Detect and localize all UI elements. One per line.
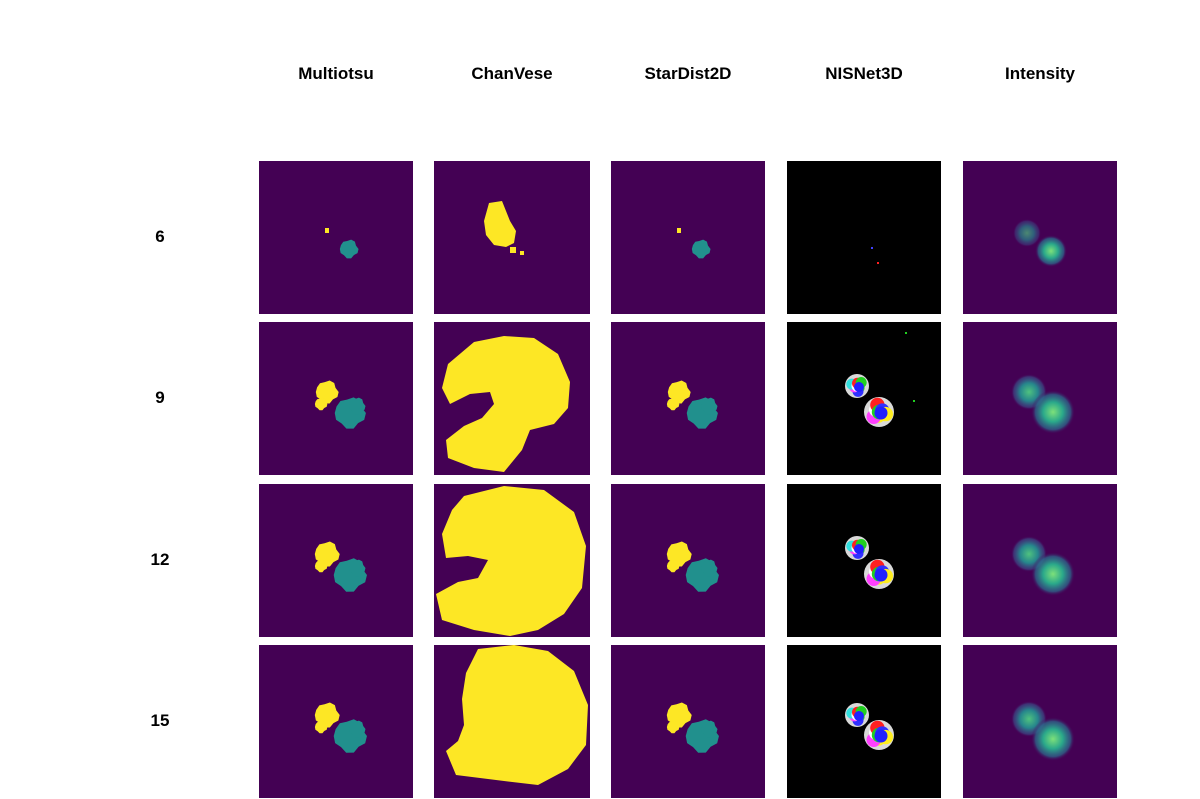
tile-image: [787, 322, 941, 475]
tile-intensity-row-6: [963, 161, 1117, 314]
tile-nisnet-row-15: [787, 645, 941, 798]
tile-chanvese-row-12: [434, 484, 590, 637]
tile-multiotsu-row-15: [259, 645, 413, 798]
tile-image: [611, 161, 765, 314]
tile-image: [259, 645, 413, 798]
tile-image: [611, 645, 765, 798]
tile-multiotsu-row-6: [259, 161, 413, 314]
column-header-nisnet3d: NISNet3D: [825, 64, 903, 83]
tile-intensity-row-15: [963, 645, 1117, 798]
tile-intensity-row-9: [963, 322, 1117, 475]
tile-image: [259, 161, 413, 314]
tile-image: [434, 484, 590, 637]
tile-image: [787, 161, 941, 314]
row-label-15: 15: [150, 711, 170, 730]
tile-image: [963, 161, 1117, 314]
tile-nisnet-row-6: [787, 161, 941, 314]
tile-image: [963, 322, 1117, 475]
tile-image: [259, 322, 413, 475]
tile-image: [434, 322, 590, 475]
tile-image: [963, 645, 1117, 798]
tile-chanvese-row-9: [434, 322, 590, 475]
tile-image: [434, 161, 590, 314]
tile-nisnet-row-12: [787, 484, 941, 637]
tile-stardist-row-12: [611, 484, 765, 637]
column-header-stardist2d: StarDist2D: [644, 64, 732, 83]
row-label-12: 12: [150, 550, 170, 569]
tile-chanvese-row-6: [434, 161, 590, 314]
tile-intensity-row-12: [963, 484, 1117, 637]
tile-image: [963, 484, 1117, 637]
tile-image: [787, 645, 941, 798]
tile-image: [787, 484, 941, 637]
row-label-6: 6: [155, 227, 165, 246]
tile-multiotsu-row-12: [259, 484, 413, 637]
row-label-9: 9: [155, 388, 165, 407]
column-header-multiotsu: Multiotsu: [298, 64, 374, 83]
tile-nisnet-row-9: [787, 322, 941, 475]
tile-chanvese-row-15: [434, 645, 590, 798]
column-header-intensity: Intensity: [1005, 64, 1075, 83]
tile-image: [259, 484, 413, 637]
tile-stardist-row-9: [611, 322, 765, 475]
tile-multiotsu-row-9: [259, 322, 413, 475]
tile-image: [434, 645, 590, 798]
tile-stardist-row-6: [611, 161, 765, 314]
tile-image: [611, 322, 765, 475]
tile-image: [611, 484, 765, 637]
column-header-chanvese: ChanVese: [471, 64, 553, 83]
tile-stardist-row-15: [611, 645, 765, 798]
